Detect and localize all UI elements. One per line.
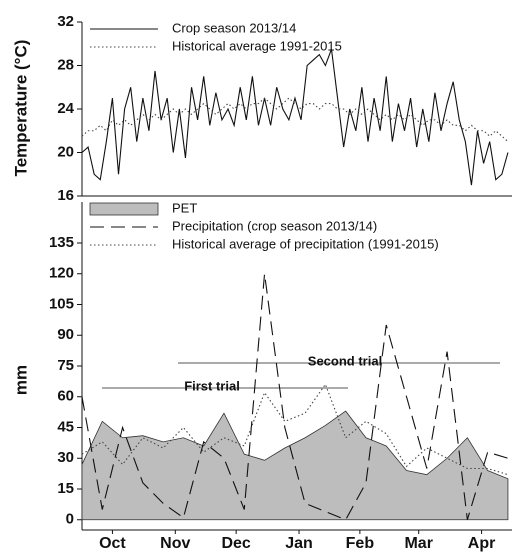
y-tick-label: 24: [57, 100, 74, 117]
legend-label: Historical average 1991-2015: [172, 38, 342, 53]
x-tick-label: Oct: [99, 535, 126, 552]
y-tick-label: 60: [57, 388, 74, 405]
y-axis-label: mm: [11, 365, 30, 395]
y-tick-label: 105: [49, 295, 74, 312]
x-tick-label: Mar: [404, 535, 432, 552]
y-tick-label: 28: [57, 56, 74, 73]
y-tick-label: 20: [57, 143, 74, 160]
y-tick-label: 120: [49, 265, 74, 282]
line: [81, 97, 509, 143]
y-tick-label: 0: [66, 511, 74, 528]
y-tick-label: 15: [57, 480, 74, 497]
y-tick-label: 16: [57, 187, 74, 204]
y-tick-label: 75: [57, 357, 74, 374]
legend-label: PET: [172, 200, 197, 215]
x-tick-label: Feb: [346, 535, 375, 552]
legend-label: Precipitation (crop season 2013/14): [172, 218, 377, 233]
y-tick-label: 90: [57, 326, 74, 343]
line: [81, 48, 509, 186]
y-axis-label: Temperature (°C): [11, 40, 30, 177]
line: [81, 273, 509, 521]
x-tick-label: Dec: [221, 535, 250, 552]
legend-label: Historical average of precipitation (199…: [172, 236, 439, 251]
annotation: Second trial: [308, 353, 382, 368]
legend-label: Crop season 2013/14: [172, 20, 296, 35]
annotation: First trial: [184, 378, 240, 393]
y-tick-label: 32: [57, 13, 74, 30]
y-tick-label: 30: [57, 449, 74, 466]
x-tick-label: Jan: [285, 535, 313, 552]
x-tick-label: Nov: [160, 535, 190, 552]
legend-swatch: [89, 202, 159, 216]
area: [81, 410, 509, 521]
x-tick-label: Apr: [468, 535, 496, 552]
y-tick-label: 135: [49, 234, 74, 251]
y-tick-label: 45: [57, 418, 74, 435]
line: [81, 383, 509, 476]
